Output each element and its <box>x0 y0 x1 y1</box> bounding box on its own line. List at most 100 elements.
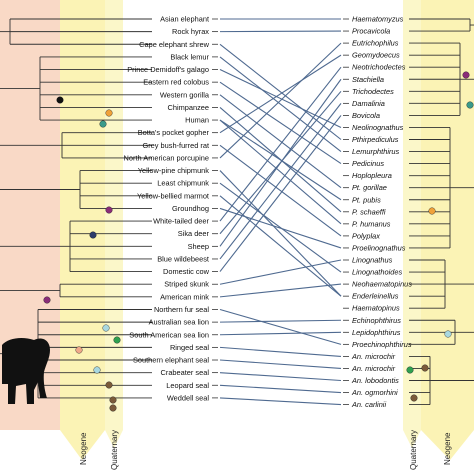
host-label: Yellow-bellied marmot <box>137 191 209 200</box>
tree-node-marker <box>105 206 113 214</box>
left-quaternary-taper <box>105 430 123 448</box>
host-label: American mink <box>160 292 209 301</box>
host-label: Prince Demidoff's galago <box>127 65 209 74</box>
association-link <box>219 207 342 249</box>
parasite-label: Echinophthirus <box>352 316 401 325</box>
right-neogene-band <box>421 0 474 430</box>
parasite-label: Proelinognathus <box>352 243 406 252</box>
association-link <box>219 195 342 297</box>
parasite-label: Neohaematopinus <box>352 280 412 289</box>
parasite-label: Pedicinus <box>352 159 384 168</box>
association-link <box>219 319 342 323</box>
tree-node-marker <box>109 404 117 412</box>
host-label: Black lemur <box>170 52 209 61</box>
host-label: Asian elephant <box>160 15 209 24</box>
parasite-label: Proechinophthirus <box>352 340 412 349</box>
host-label: Sika deer <box>178 229 210 238</box>
association-link <box>219 119 342 201</box>
parasite-label: P. schaeffi <box>352 207 386 216</box>
tree-node-marker <box>406 366 414 374</box>
tree-node-marker <box>466 101 474 109</box>
host-label: Least chipmunk <box>157 179 209 188</box>
association-link <box>219 81 342 165</box>
association-link <box>219 372 342 382</box>
tree-node-marker <box>105 109 113 117</box>
parasite-labels: Haematomyzus Procavicola Eutrichophilus Geo… <box>343 15 412 409</box>
tree-node-marker <box>105 381 113 389</box>
association-link <box>219 144 342 237</box>
association-link <box>219 56 342 152</box>
association-link <box>219 66 342 222</box>
parasite-label: Damalinia <box>352 99 385 108</box>
host-label: Rock hyrax <box>172 27 209 36</box>
host-label: Groundhog <box>172 204 209 213</box>
association-link <box>219 346 342 357</box>
parasite-label: Haematopinus <box>352 304 400 313</box>
right-quaternary-taper <box>403 430 421 448</box>
parasite-tree <box>409 18 474 406</box>
host-label: Western gorilla <box>160 90 210 99</box>
parasite-label: An. lobodontis <box>351 376 399 385</box>
host-label: Chimpanzee <box>168 103 210 112</box>
parasite-label: An. microchir <box>351 352 396 361</box>
parasite-label: Linognathoides <box>352 268 402 277</box>
parasite-label: Hoplopleura <box>352 171 392 180</box>
tree-node-marker <box>102 324 110 332</box>
parasite-label: Neolinognathus <box>352 123 404 132</box>
tree-nodes <box>43 71 474 412</box>
host-label: Northern fur seal <box>154 305 209 314</box>
parasite-label: Enderleinellus <box>352 292 399 301</box>
right-quaternary-band <box>403 0 421 430</box>
right-era-neogene: Neogene <box>443 432 452 465</box>
association-links <box>219 18 342 406</box>
host-label: Yellow-pine chipmunk <box>138 166 210 175</box>
parasite-label: Haematomyzus <box>352 15 404 24</box>
left-era-quaternary: Quaternary <box>110 430 119 470</box>
parasite-label: Trichodectes <box>352 87 394 96</box>
host-label: Striped skunk <box>164 280 209 289</box>
parasite-label: An. microchir <box>351 364 396 373</box>
parasite-label: Pthirpediculus <box>352 135 399 144</box>
tree-node-marker <box>421 364 429 372</box>
parasite-label: Pt. gorillae <box>352 183 387 192</box>
host-label: Crabeater seal <box>161 368 210 377</box>
tree-node-marker <box>43 296 51 304</box>
host-label: Botta's pocket gopher <box>138 128 210 137</box>
host-label: South American sea lion <box>129 330 209 339</box>
association-link <box>219 54 342 134</box>
parasite-label: Pt. pubis <box>352 195 381 204</box>
tree-node-marker <box>113 336 121 344</box>
parasite-label: Neotrichodectes <box>352 63 406 72</box>
association-link <box>219 42 342 159</box>
tree-node-marker <box>462 71 470 79</box>
tree-node-marker <box>444 330 452 338</box>
parasite-label: Stachiella <box>352 75 384 84</box>
parasite-label: An. carlinii <box>351 400 386 409</box>
association-link <box>219 259 342 285</box>
host-label: Eastern red colobus <box>143 78 209 87</box>
parasite-label: Bovicola <box>352 111 380 120</box>
association-link <box>219 331 342 336</box>
host-label: Sheep <box>188 242 209 251</box>
host-label: Weddell seal <box>167 393 210 402</box>
right-neogene-taper <box>421 430 474 460</box>
right-era-quaternary: Quaternary <box>409 430 418 470</box>
host-label: Leopard seal <box>166 381 209 390</box>
host-label: North American porcupine <box>124 153 209 162</box>
host-label: Grey bush-furred rat <box>142 141 209 150</box>
association-link <box>219 103 342 260</box>
parasite-label: P. humanus <box>352 219 391 228</box>
left-neogene-band <box>60 0 105 430</box>
parasite-label: Geomydoecus <box>352 51 400 60</box>
parasite-label: Eutrichophilus <box>352 39 399 48</box>
tree-node-marker <box>410 394 418 402</box>
host-label: Ringed seal <box>170 343 209 352</box>
host-label: Australian sea lion <box>149 318 209 327</box>
left-quaternary-band <box>105 0 123 430</box>
association-link <box>219 69 342 128</box>
tree-node-marker <box>75 346 83 354</box>
association-link <box>219 78 342 247</box>
association-link <box>219 43 342 140</box>
association-link <box>219 397 342 406</box>
